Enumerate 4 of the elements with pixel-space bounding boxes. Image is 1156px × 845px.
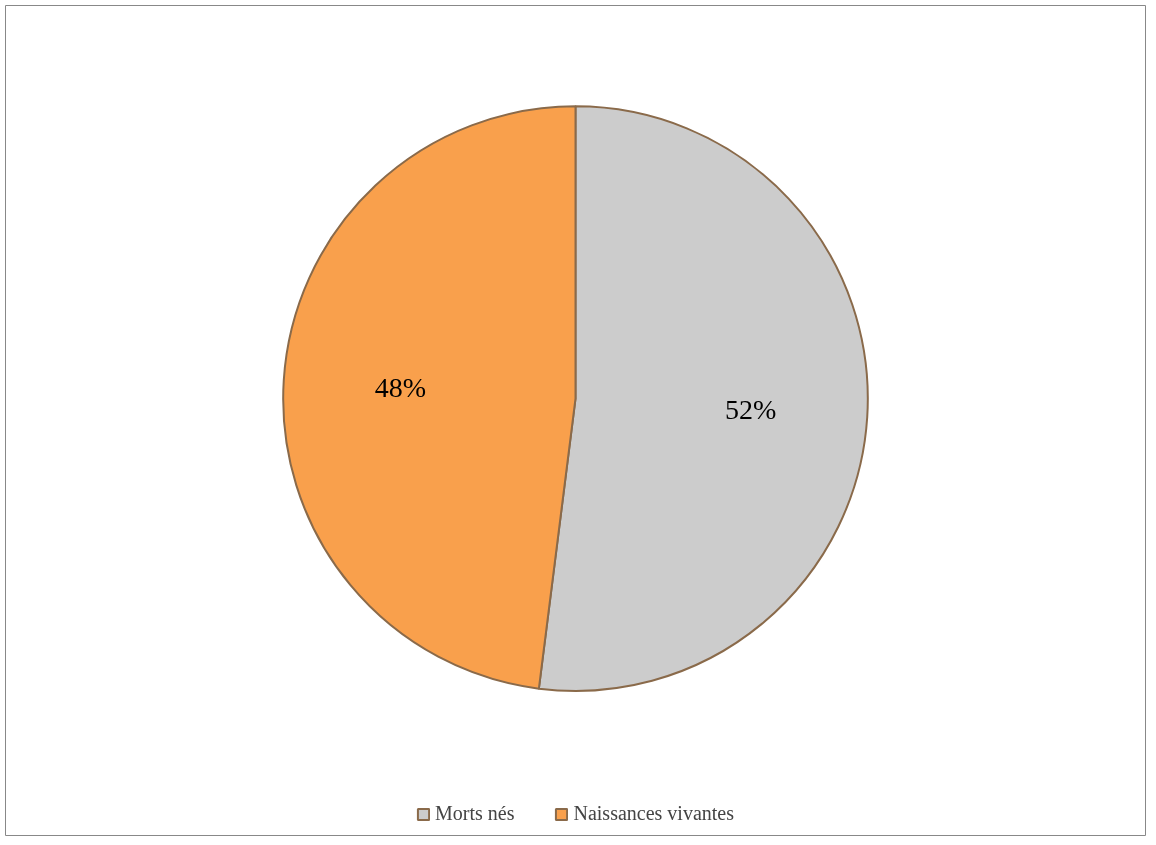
data-label: 52% [724,394,777,426]
data-label: 48% [374,372,427,404]
legend-label: Naissances vivantes [573,802,734,825]
legend-label: Morts nés [435,802,515,825]
